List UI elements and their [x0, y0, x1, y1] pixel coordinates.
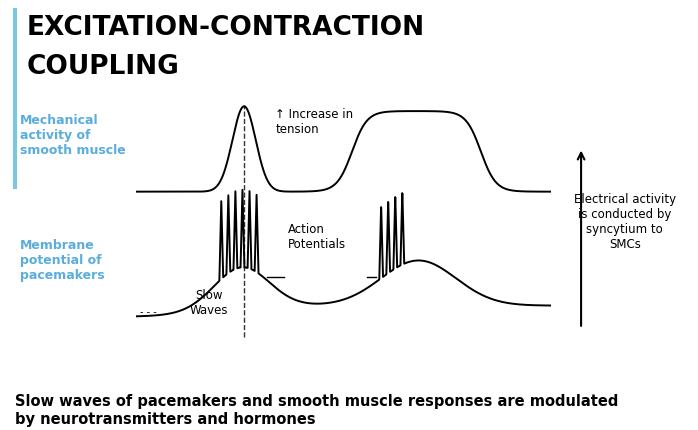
Text: Electrical activity
is conducted by
syncytium to
SMCs: Electrical activity is conducted by sync…: [574, 193, 676, 250]
Text: COUPLING: COUPLING: [27, 54, 179, 80]
Text: ↑ Increase in
tension: ↑ Increase in tension: [275, 108, 353, 136]
Text: EXCITATION-CONTRACTION: EXCITATION-CONTRACTION: [27, 15, 424, 41]
Text: Slow waves of pacemakers and smooth muscle responses are modulated
by neurotrans: Slow waves of pacemakers and smooth musc…: [15, 393, 618, 426]
Text: Membrane
potential of
pacemakers: Membrane potential of pacemakers: [20, 239, 104, 282]
Text: - - -: - - -: [140, 307, 157, 316]
Text: Action
Potentials: Action Potentials: [288, 223, 346, 251]
Text: Slow
Waves: Slow Waves: [190, 289, 228, 316]
Text: Mechanical
activity of
smooth muscle: Mechanical activity of smooth muscle: [20, 114, 126, 157]
